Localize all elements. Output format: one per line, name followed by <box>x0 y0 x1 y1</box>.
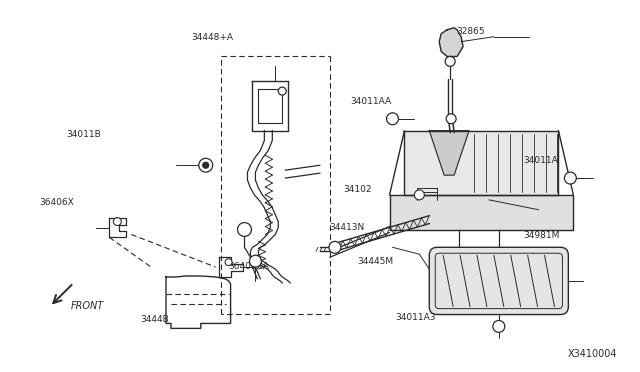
Text: 36406XA: 36406XA <box>228 262 269 272</box>
Circle shape <box>250 255 261 267</box>
Polygon shape <box>439 28 463 57</box>
Text: X3410004: X3410004 <box>568 349 618 359</box>
Text: 3444B: 3444B <box>140 315 169 324</box>
Polygon shape <box>390 195 573 230</box>
Text: 34011A: 34011A <box>524 156 558 165</box>
Text: 32865: 32865 <box>457 27 485 36</box>
Circle shape <box>237 222 252 237</box>
Polygon shape <box>404 131 559 195</box>
Text: 34011AA: 34011AA <box>351 97 392 106</box>
Circle shape <box>225 259 232 266</box>
Circle shape <box>564 172 577 184</box>
Text: 34413N: 34413N <box>330 223 365 232</box>
Polygon shape <box>429 131 469 175</box>
Text: 34448+A: 34448+A <box>191 32 233 42</box>
Circle shape <box>278 87 286 95</box>
Text: 34011A3: 34011A3 <box>395 313 436 322</box>
Circle shape <box>445 57 455 66</box>
Circle shape <box>113 218 122 225</box>
Text: 34102: 34102 <box>343 185 371 194</box>
Text: 34445M: 34445M <box>357 257 393 266</box>
Circle shape <box>446 114 456 124</box>
Circle shape <box>329 241 341 253</box>
Text: 36406X: 36406X <box>39 198 74 207</box>
Circle shape <box>414 190 424 200</box>
Circle shape <box>387 113 399 125</box>
Circle shape <box>493 320 505 332</box>
Text: 34011B: 34011B <box>66 130 100 139</box>
Text: 34981M: 34981M <box>524 231 560 240</box>
Text: FRONT: FRONT <box>71 301 104 311</box>
Circle shape <box>199 158 212 172</box>
FancyBboxPatch shape <box>429 247 568 315</box>
Circle shape <box>203 162 209 168</box>
